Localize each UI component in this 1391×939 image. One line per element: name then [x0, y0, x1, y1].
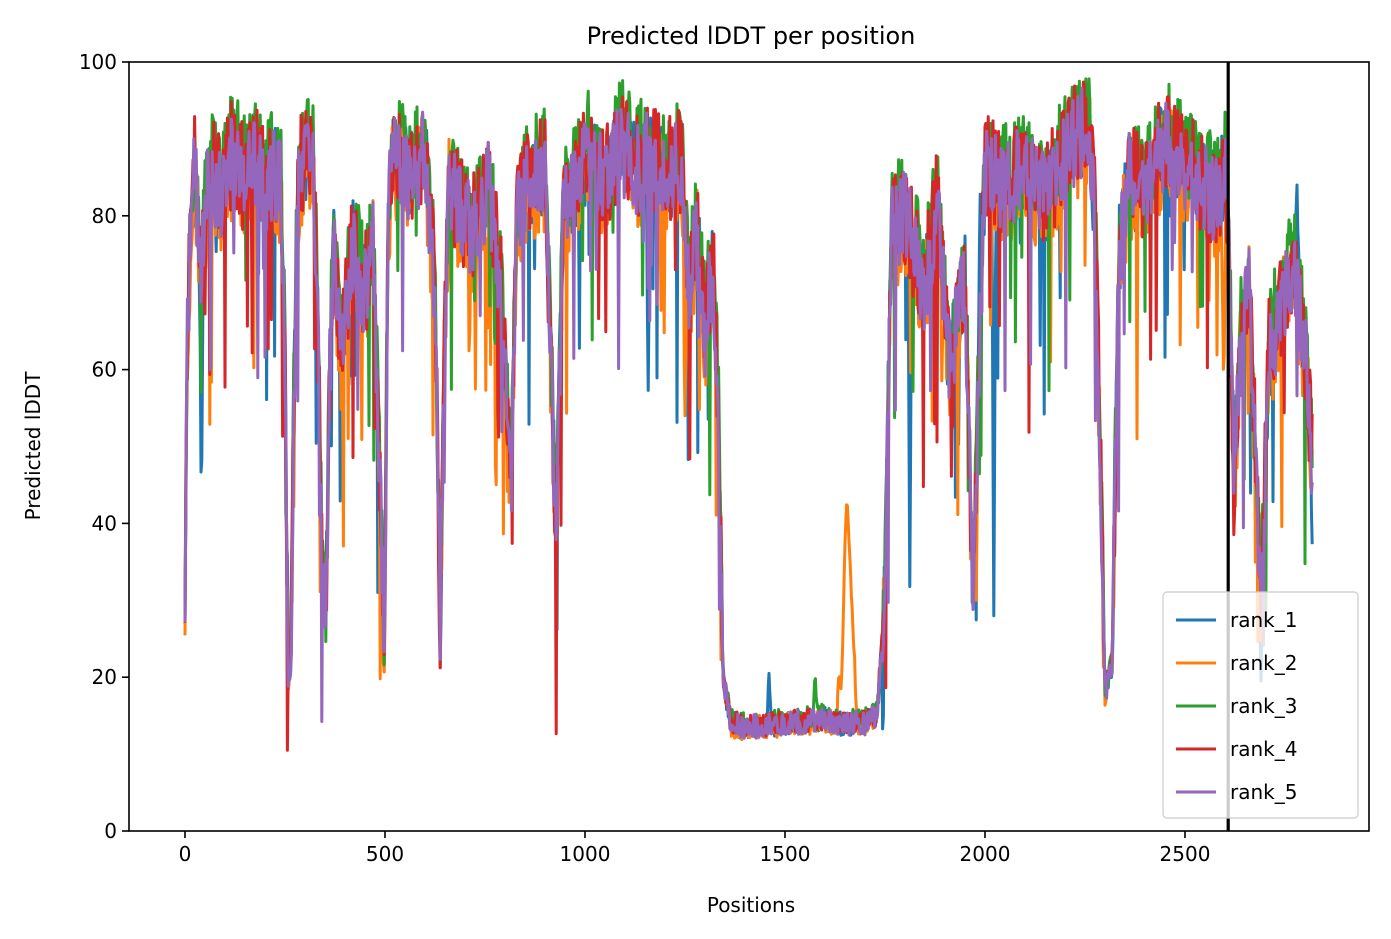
x-tick-label: 2000 [960, 842, 1011, 866]
series-layer [183, 77, 1314, 752]
x-axis: 0 500 1000 1500 2000 2500 [179, 831, 1211, 866]
chart-title: Predicted lDDT per position [587, 22, 916, 50]
y-tick-label: 40 [92, 511, 117, 535]
x-tick-label: 1500 [760, 842, 811, 866]
x-tick-label: 1000 [560, 842, 611, 866]
series-line-rank_5 [183, 86, 1314, 740]
plot-area [128, 61, 1370, 832]
y-tick-label: 0 [104, 819, 117, 843]
y-axis: 0 20 40 60 80 100 [79, 50, 129, 843]
x-axis-label: Positions [707, 893, 795, 917]
legend-label-rank_5: rank_5 [1230, 780, 1297, 804]
legend-label-rank_1: rank_1 [1230, 608, 1297, 632]
legend-label-rank_3: rank_3 [1230, 694, 1297, 718]
x-tick-label: 500 [366, 842, 404, 866]
y-tick-label: 80 [92, 204, 117, 228]
y-tick-label: 100 [79, 50, 117, 74]
y-axis-label: Predicted lDDT [21, 371, 45, 521]
plot-frame [128, 61, 1370, 832]
y-tick-label: 60 [92, 358, 117, 382]
y-tick-label: 20 [92, 665, 117, 689]
x-tick-label: 0 [179, 842, 192, 866]
x-tick-label: 2500 [1160, 842, 1211, 866]
legend-entries: rank_1 rank_2 rank_3 rank_4 rank_5 [1176, 608, 1297, 804]
legend: rank_1 rank_2 rank_3 rank_4 rank_5 [1162, 591, 1359, 819]
legend-box [1162, 591, 1359, 819]
legend-label-rank_4: rank_4 [1230, 737, 1297, 761]
legend-label-rank_2: rank_2 [1230, 651, 1297, 675]
